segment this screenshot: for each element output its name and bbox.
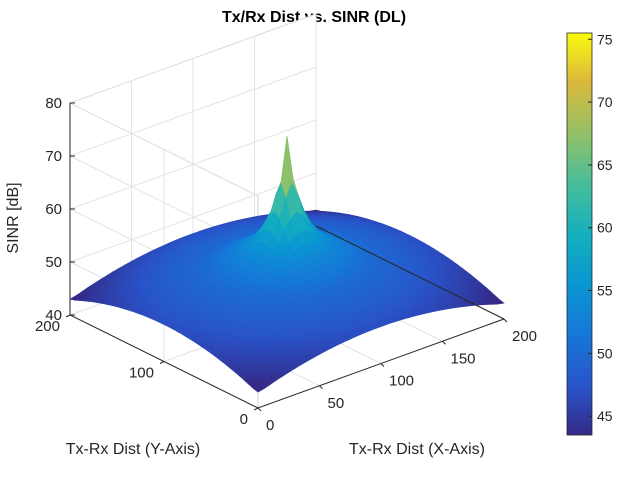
x-tick-mark [503,318,508,323]
y-tick-label: 100 [129,365,154,382]
x-axis-label: Tx-Rx Dist (X-Axis) [349,441,485,458]
colorbar-tick-label: 50 [597,345,613,361]
y-tick-label: 0 [240,411,248,428]
z-tick-label: 70 [45,148,62,165]
colorbar-gradient [566,32,593,436]
colorbar-tick-label: 70 [597,94,613,110]
surface-patch [252,383,265,393]
x-tick-label: 100 [389,373,414,390]
x-tick-mark [442,340,446,345]
x-tick-label: 50 [328,395,345,412]
colorbar-tick-label: 65 [597,157,613,173]
x-tick-mark [319,385,323,390]
x-tick-label: 200 [512,328,537,345]
y-tick-mark [65,314,71,318]
colorbar-ticks: 45 50 55 60 65 70 75 [588,31,613,424]
z-tick-label: 40 [45,307,62,324]
colorbar-tick-label: 75 [597,31,613,47]
x-tick-mark [380,363,385,367]
colorbar-tick-label: 45 [597,408,613,424]
tick-labels: 40 50 60 70 80 0 100 200 0 50 100 150 200 [35,95,537,434]
axis-line [315,225,505,320]
y-tick-label: 200 [35,318,60,335]
colorbar-tick-label: 60 [597,220,613,236]
z-tick-label: 50 [45,254,62,271]
z-axis-label: SINR [dB] [5,182,22,253]
colorbar: 45 50 55 60 65 70 75 [566,31,613,436]
colorbar-tick-label: 55 [597,283,613,299]
y-axis-label: Tx-Rx Dist (Y-Axis) [66,441,201,458]
y-tick-mark [253,407,259,411]
x-tick-label: 0 [266,417,274,434]
x-tick-label: 150 [451,350,476,367]
sinr-surface [69,136,505,393]
x-tick-mark [257,407,262,412]
z-tick-label: 80 [45,95,62,112]
y-tick-mark [159,361,165,364]
z-tick-label: 60 [45,201,62,218]
